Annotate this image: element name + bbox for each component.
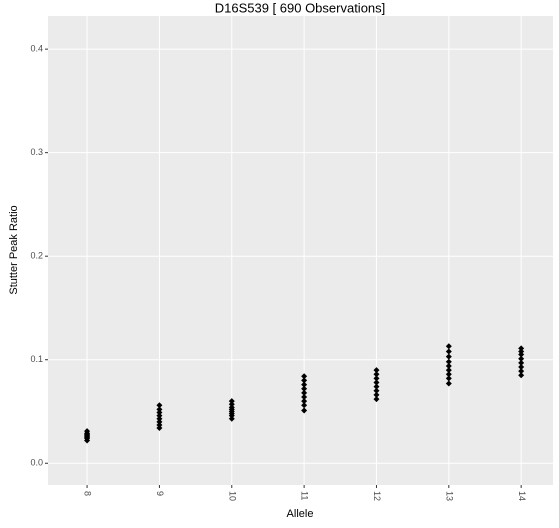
point	[156, 418, 163, 425]
panel	[48, 16, 553, 485]
point	[445, 362, 452, 369]
point	[301, 377, 308, 384]
x-axis-title: Allele	[287, 508, 314, 520]
point	[301, 389, 308, 396]
point	[518, 363, 525, 370]
point	[373, 379, 380, 386]
x-tick-label: 13	[444, 491, 454, 501]
x-tick-label: 12	[372, 491, 382, 501]
point	[156, 425, 163, 432]
point	[518, 348, 525, 355]
point	[301, 398, 308, 405]
point	[301, 381, 308, 388]
point	[373, 375, 380, 382]
y-tick-label: 0.4	[30, 44, 43, 54]
point	[156, 415, 163, 422]
x-tick-label: 11	[300, 491, 310, 500]
point	[445, 353, 452, 360]
point	[445, 380, 452, 387]
point	[156, 402, 163, 409]
point	[301, 407, 308, 414]
point	[156, 421, 163, 428]
point	[445, 343, 452, 350]
point	[228, 398, 235, 405]
y-tick-label: 0.0	[30, 458, 43, 468]
point	[156, 406, 163, 413]
point	[373, 383, 380, 390]
point	[445, 375, 452, 382]
x-tick-label: 8	[83, 491, 93, 496]
x-tick-label: 14	[517, 491, 527, 501]
point	[301, 385, 308, 392]
point	[518, 351, 525, 358]
point	[228, 404, 235, 411]
point	[228, 401, 235, 408]
y-tick-label: 0.3	[30, 147, 43, 157]
point	[156, 409, 163, 416]
point	[518, 345, 525, 352]
point	[373, 391, 380, 398]
y-tick-label: 0.2	[30, 251, 43, 261]
point	[373, 387, 380, 394]
point	[518, 359, 525, 366]
point	[445, 367, 452, 374]
point	[518, 368, 525, 375]
point	[84, 428, 91, 435]
point	[156, 412, 163, 419]
y-axis-title: Stutter Peak Ratio	[8, 205, 20, 294]
point	[445, 371, 452, 378]
point	[301, 393, 308, 400]
point	[445, 348, 452, 355]
point	[373, 396, 380, 403]
x-tick-label: 10	[227, 491, 237, 501]
chart-title: D16S539 [ 690 Observations]	[215, 0, 386, 15]
x-tick-label: 9	[155, 491, 165, 496]
point	[518, 355, 525, 362]
point	[445, 358, 452, 365]
point	[301, 402, 308, 409]
y-tick-label: 0.1	[30, 354, 43, 364]
point	[301, 373, 308, 380]
point	[373, 367, 380, 374]
point	[373, 371, 380, 378]
point	[518, 372, 525, 379]
point	[228, 415, 235, 422]
